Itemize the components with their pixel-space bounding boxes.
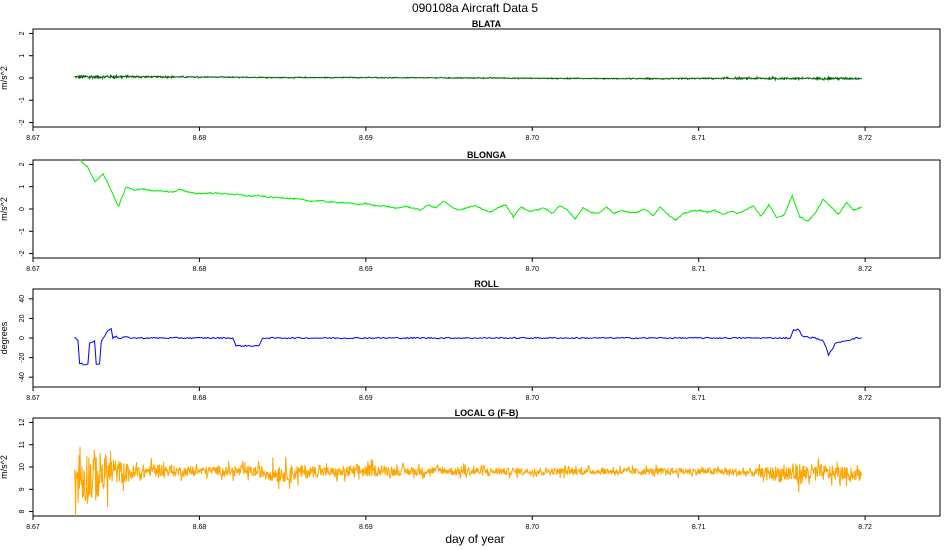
panel-4: LOCAL G (F-B) m/s^2 8 9 10 11 12 8.67 8.68 8.69 8.…	[0, 408, 941, 531]
x-tick-label: 8.72	[858, 135, 872, 142]
panel-1: BLATA m/s^2 -2 -1 0 1 2 8.67 8.68 8.69 8.70 8.71 8.7…	[0, 19, 941, 142]
plot-frame	[32, 159, 941, 259]
y-tick-label: -2	[19, 250, 26, 256]
x-tick-label: 8.71	[692, 524, 706, 531]
figure-title: 090108a Aircraft Data 5	[412, 1, 538, 15]
y-tick-label: 11	[19, 441, 26, 448]
x-tick-label: 8.70	[525, 135, 539, 142]
x-tick-label: 8.68	[193, 395, 207, 402]
panel-3: ROLL degrees -40 -20 0 20 40 8.67 8.68 8.69 8.70 8.…	[0, 279, 941, 402]
x-tick-label: 8.67	[26, 135, 40, 142]
x-tick-label: 8.67	[26, 524, 40, 531]
x-tick-label: 8.71	[692, 135, 706, 142]
y-tick-label: 8	[19, 509, 26, 513]
y-tick-label: -20	[19, 352, 26, 362]
x-tick-label: 8.72	[858, 395, 872, 402]
y-axis-label: m/s^2	[0, 197, 9, 221]
x-tick-label: 8.70	[525, 395, 539, 402]
y-tick-label: 0	[19, 76, 26, 80]
series-line	[74, 73, 862, 82]
y-axis-label: degrees	[0, 321, 9, 354]
y-tick-label: -1	[19, 97, 26, 103]
panel-title: BLONGA	[467, 150, 506, 160]
x-tick-label: 8.68	[193, 524, 207, 531]
y-tick-label: 9	[19, 487, 26, 491]
x-tick-label: 8.67	[26, 266, 40, 273]
x-tick-label: 8.69	[359, 395, 373, 402]
x-tick-label: 8.69	[359, 135, 373, 142]
y-tick-label: -1	[19, 228, 26, 234]
panel-title: LOCAL G (F-B)	[455, 408, 519, 418]
x-axis-label: day of year	[445, 532, 504, 546]
y-tick-label: 2	[19, 162, 26, 166]
x-tick-label: 8.67	[26, 395, 40, 402]
y-tick-label: 2	[19, 31, 26, 35]
x-tick-label: 8.71	[692, 395, 706, 402]
y-tick-label: 1	[19, 54, 26, 58]
y-tick-label: 1	[19, 185, 26, 189]
panel-title: ROLL	[474, 279, 499, 289]
y-tick-label: 0	[19, 207, 26, 211]
series-line	[74, 446, 863, 517]
x-tick-label: 8.72	[858, 266, 872, 273]
y-tick-label: 10	[19, 463, 26, 471]
x-tick-label: 8.69	[359, 266, 373, 273]
x-tick-label: 8.71	[692, 266, 706, 273]
x-tick-label: 8.70	[525, 266, 539, 273]
y-tick-label: -2	[19, 119, 26, 125]
y-tick-label: 0	[19, 336, 26, 340]
y-tick-label: 12	[19, 418, 26, 426]
x-tick-label: 8.68	[193, 266, 207, 273]
x-tick-label: 8.70	[525, 524, 539, 531]
y-tick-label: 40	[19, 295, 26, 303]
x-tick-label: 8.72	[858, 524, 872, 531]
series-line	[74, 327, 862, 366]
panel-title: BLATA	[472, 19, 502, 29]
x-tick-label: 8.68	[193, 135, 207, 142]
series-line	[79, 159, 863, 222]
x-tick-label: 8.69	[359, 524, 373, 531]
y-tick-label: -40	[19, 372, 26, 382]
y-axis-label: m/s^2	[0, 455, 9, 479]
y-axis-label: m/s^2	[0, 66, 9, 90]
panel-2: BLONGA m/s^2 -2 -1 0 1 2 8.67 8.68 8.69 8.70 8.71 8.…	[0, 150, 941, 273]
y-tick-label: 20	[19, 314, 26, 322]
